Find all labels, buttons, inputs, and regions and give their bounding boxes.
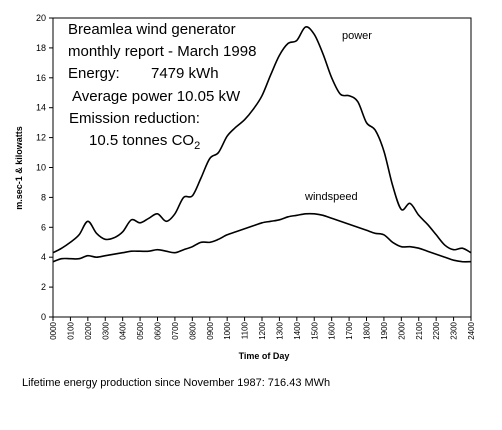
x-tick-label: 1800 (363, 321, 372, 339)
x-tick-label: 0300 (101, 321, 110, 339)
x-tick-label: 0500 (136, 321, 145, 339)
x-tick-label: 1500 (310, 321, 319, 339)
x-tick-label: 2300 (450, 321, 459, 339)
energy-value: 7479 kWh (151, 65, 219, 82)
x-tick-label: 0400 (119, 321, 128, 339)
y-tick-label: 6 (41, 222, 46, 232)
x-tick-label: 0000 (49, 321, 58, 339)
emission-value: 10.5 tonnes CO2 (89, 132, 200, 152)
y-tick-label: 10 (36, 163, 46, 173)
power-series-label: power (342, 30, 372, 42)
x-tick-label: 1100 (241, 321, 250, 339)
x-tick-label: 1400 (293, 321, 302, 339)
title-line-2: monthly report - March 1998 (68, 43, 256, 60)
x-tick-label: 1900 (380, 321, 389, 339)
y-tick-label: 16 (36, 73, 46, 83)
x-tick-label: 2200 (432, 321, 441, 339)
x-tick-label: 0900 (206, 321, 215, 339)
x-tick-label: 0200 (84, 321, 93, 339)
y-tick-label: 18 (36, 43, 46, 53)
x-tick-label: 2000 (397, 321, 406, 339)
y-tick-label: 2 (41, 282, 46, 292)
y-tick-label: 20 (36, 13, 46, 23)
x-tick-label: 0600 (154, 321, 163, 339)
emission-value-main: 10.5 tonnes CO (89, 132, 194, 149)
average-power-text: Average power 10.05 kW (72, 88, 241, 105)
x-tick-label: 2400 (467, 321, 476, 339)
x-tick-label: 1600 (328, 321, 337, 339)
windspeed-series-label: windspeed (304, 191, 358, 203)
x-tick-label: 1300 (275, 321, 284, 339)
x-tick-label: 1000 (223, 321, 232, 339)
lifetime-energy-footer: Lifetime energy production since Novembe… (22, 377, 331, 389)
energy-label: Energy: (68, 65, 120, 82)
x-axis-label: Time of Day (239, 351, 290, 361)
series-lines (52, 26, 472, 263)
y-tick-label: 12 (36, 133, 46, 143)
plot-frame (52, 17, 472, 318)
y-tick-label: 0 (41, 312, 46, 322)
y-axis-ticks: 0 2 4 6 8 10 12 14 16 18 20 (36, 13, 53, 322)
y-axis-label: m.sec-1 & kilowatts (14, 126, 24, 210)
windspeed-series-line (52, 212, 472, 263)
y-tick-label: 14 (36, 103, 46, 113)
x-axis-ticks: 0000 0100 0200 0300 0400 0500 0600 0700 0800 0900… (49, 317, 476, 340)
emission-value-subscript: 2 (194, 140, 200, 152)
y-tick-label: 4 (41, 252, 46, 262)
x-tick-label: 1200 (258, 321, 267, 339)
emission-label: Emission reduction: (69, 110, 200, 127)
x-tick-label: 1700 (345, 321, 354, 339)
x-tick-label: 0700 (171, 321, 180, 339)
power-series-line (52, 26, 472, 254)
x-tick-label: 0100 (66, 321, 75, 339)
y-tick-label: 8 (41, 192, 46, 202)
x-tick-label: 0800 (188, 321, 197, 339)
title-line-1: Breamlea wind generator (68, 21, 236, 38)
x-tick-label: 2100 (415, 321, 424, 339)
